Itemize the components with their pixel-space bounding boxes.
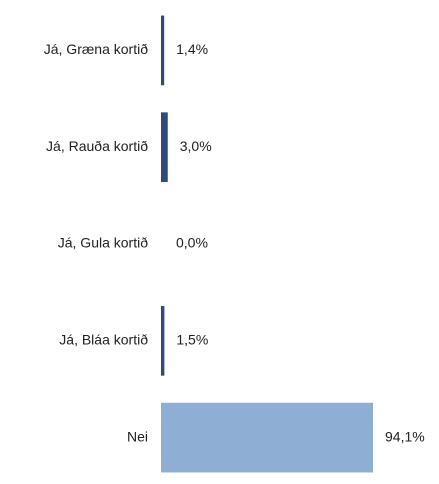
category-label: Já, Gula kortið	[58, 235, 148, 251]
category-label: Nei	[127, 428, 148, 444]
bar	[161, 112, 168, 183]
value-label: 3,0%	[180, 138, 212, 154]
value-label: 1,5%	[176, 332, 208, 348]
category-label: Já, Bláa kortið	[59, 332, 148, 348]
category-label: Já, Græna kortið	[44, 41, 148, 57]
value-label: 94,1%	[385, 428, 425, 444]
value-label: 1,4%	[176, 41, 208, 57]
bar	[161, 402, 373, 473]
bar	[161, 305, 165, 376]
value-label: 0,0%	[176, 235, 208, 251]
bar	[161, 15, 165, 86]
category-label: Já, Rauða kortið	[46, 138, 148, 154]
